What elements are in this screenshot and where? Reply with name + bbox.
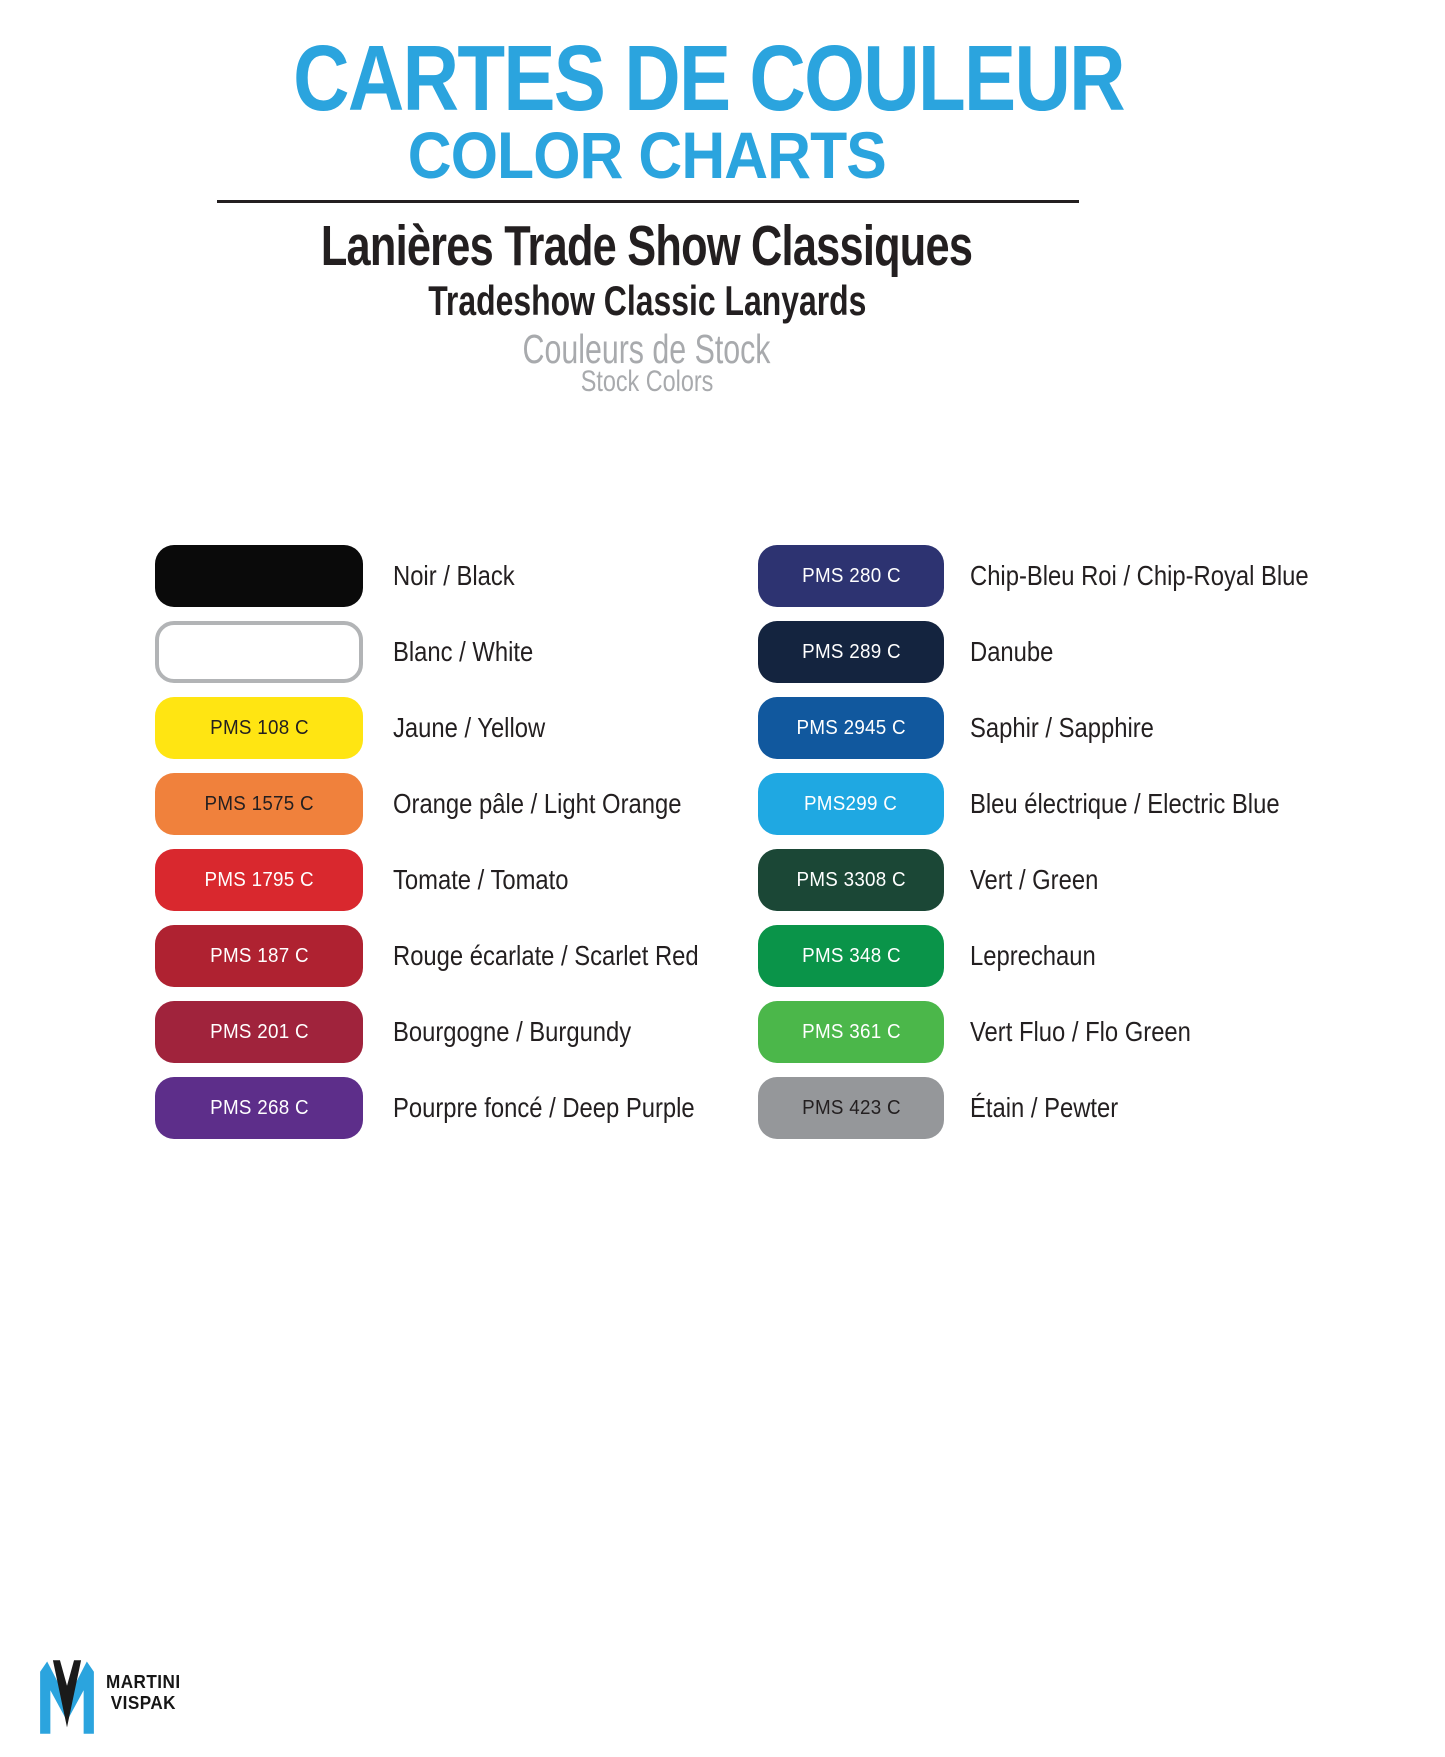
color-name-label: Bleu électrique / Electric Blue (970, 788, 1280, 819)
color-name-label: Tomate / Tomato (393, 864, 569, 895)
pms-code-label: PMS 361 C (801, 1020, 901, 1043)
color-name-label: Danube (970, 636, 1054, 667)
martini-m-logo-icon (40, 1660, 94, 1734)
color-name-label: Orange pâle / Light Orange (393, 788, 682, 819)
pms-code-label: PMS299 C (804, 792, 898, 815)
color-swatch: PMS 1575 C (155, 773, 363, 835)
color-row: PMS 280 C Chip-Bleu Roi / Chip-Royal Blue (758, 545, 1368, 607)
color-row: PMS 361 C Vert Fluo / Flo Green (758, 1001, 1368, 1063)
color-row: PMS 187 C Rouge écarlate / Scarlet Red (155, 925, 753, 987)
pms-code-label: PMS 1795 C (204, 868, 314, 891)
color-row: PMS 423 C Étain / Pewter (758, 1077, 1368, 1139)
section-title-fr: Couleurs de Stock (523, 326, 771, 372)
color-name-label: Blanc / White (393, 636, 534, 667)
color-row: PMS 289 C Danube (758, 621, 1368, 683)
color-swatch: PMS 361 C (758, 1001, 944, 1063)
color-swatch: PMS299 C (758, 773, 944, 835)
pms-code-label: PMS 1575 C (204, 792, 314, 815)
swatch-column-left: Noir / Black Blanc / White PMS 108 C Jaune … (155, 545, 753, 1153)
color-name-label: Leprechaun (970, 940, 1096, 971)
color-row: PMS 2945 C Saphir / Sapphire (758, 697, 1368, 759)
color-name-label: Vert / Green (970, 864, 1099, 895)
color-swatch: PMS 268 C (155, 1077, 363, 1139)
color-swatch: PMS 348 C (758, 925, 944, 987)
color-name-label: Pourpre foncé / Deep Purple (393, 1092, 695, 1123)
color-name-label: Saphir / Sapphire (970, 712, 1154, 743)
color-row: PMS 1795 C Tomate / Tomato (155, 849, 753, 911)
pms-code-label: PMS 289 C (801, 640, 901, 663)
pms-code-label: PMS 2945 C (796, 716, 906, 739)
color-swatch: PMS 3308 C (758, 849, 944, 911)
page-title-en: COLOR CHARTS (407, 118, 887, 192)
pms-code-label: PMS 108 C (209, 716, 309, 739)
pms-code-label: PMS 268 C (209, 1096, 309, 1119)
color-row: PMS 268 C Pourpre foncé / Deep Purple (155, 1077, 753, 1139)
product-title-en: Tradeshow Classic Lanyards (427, 277, 867, 324)
color-name-label: Jaune / Yellow (393, 712, 546, 743)
brand-logo: MARTINI VISPAK (35, 1660, 185, 1734)
color-swatch: PMS 280 C (758, 545, 944, 607)
color-name-label: Vert Fluo / Flo Green (970, 1016, 1191, 1047)
color-row: PMS 3308 C Vert / Green (758, 849, 1368, 911)
color-swatch: PMS 289 C (758, 621, 944, 683)
pms-code-label: PMS 201 C (209, 1020, 309, 1043)
pms-code-label: PMS 3308 C (796, 868, 906, 891)
color-name-label: Étain / Pewter (970, 1092, 1119, 1123)
color-row: PMS 1575 C Orange pâle / Light Orange (155, 773, 753, 835)
pms-code-label: PMS 348 C (801, 944, 901, 967)
color-swatch: PMS 187 C (155, 925, 363, 987)
page-title-fr: CARTES DE COULEUR (293, 26, 1125, 130)
color-name-label: Bourgogne / Burgundy (393, 1016, 632, 1047)
swatch-column-right: PMS 280 C Chip-Bleu Roi / Chip-Royal Blue… (758, 545, 1368, 1153)
color-swatch: PMS 201 C (155, 1001, 363, 1063)
color-row: PMS299 C Bleu électrique / Electric Blue (758, 773, 1368, 835)
brand-line1: MARTINI (106, 1672, 181, 1692)
color-swatch (155, 621, 363, 683)
pms-code-label: PMS 187 C (209, 944, 309, 967)
logo-m-blue (40, 1661, 94, 1734)
color-swatch: PMS 108 C (155, 697, 363, 759)
color-row: Noir / Black (155, 545, 753, 607)
brand-name: MARTINI VISPAK (106, 1672, 181, 1734)
product-title-fr: Lanières Trade Show Classiques (321, 214, 973, 278)
color-name-label: Noir / Black (393, 560, 515, 591)
divider-rule (217, 200, 1079, 203)
color-swatch: PMS 1795 C (155, 849, 363, 911)
color-swatch (155, 545, 363, 607)
brand-line2: VISPAK (110, 1693, 177, 1713)
pms-code-label: PMS 423 C (801, 1096, 901, 1119)
color-swatch: PMS 2945 C (758, 697, 944, 759)
color-name-label: Rouge écarlate / Scarlet Red (393, 940, 699, 971)
color-row: PMS 201 C Bourgogne / Burgundy (155, 1001, 753, 1063)
color-row: Blanc / White (155, 621, 753, 683)
color-row: PMS 108 C Jaune / Yellow (155, 697, 753, 759)
pms-code-label: PMS 280 C (801, 564, 901, 587)
logo-v-black (52, 1660, 82, 1728)
section-title-en: Stock Colors (580, 365, 714, 398)
color-row: PMS 348 C Leprechaun (758, 925, 1368, 987)
color-swatch: PMS 423 C (758, 1077, 944, 1139)
color-name-label: Chip-Bleu Roi / Chip-Royal Blue (970, 560, 1309, 591)
